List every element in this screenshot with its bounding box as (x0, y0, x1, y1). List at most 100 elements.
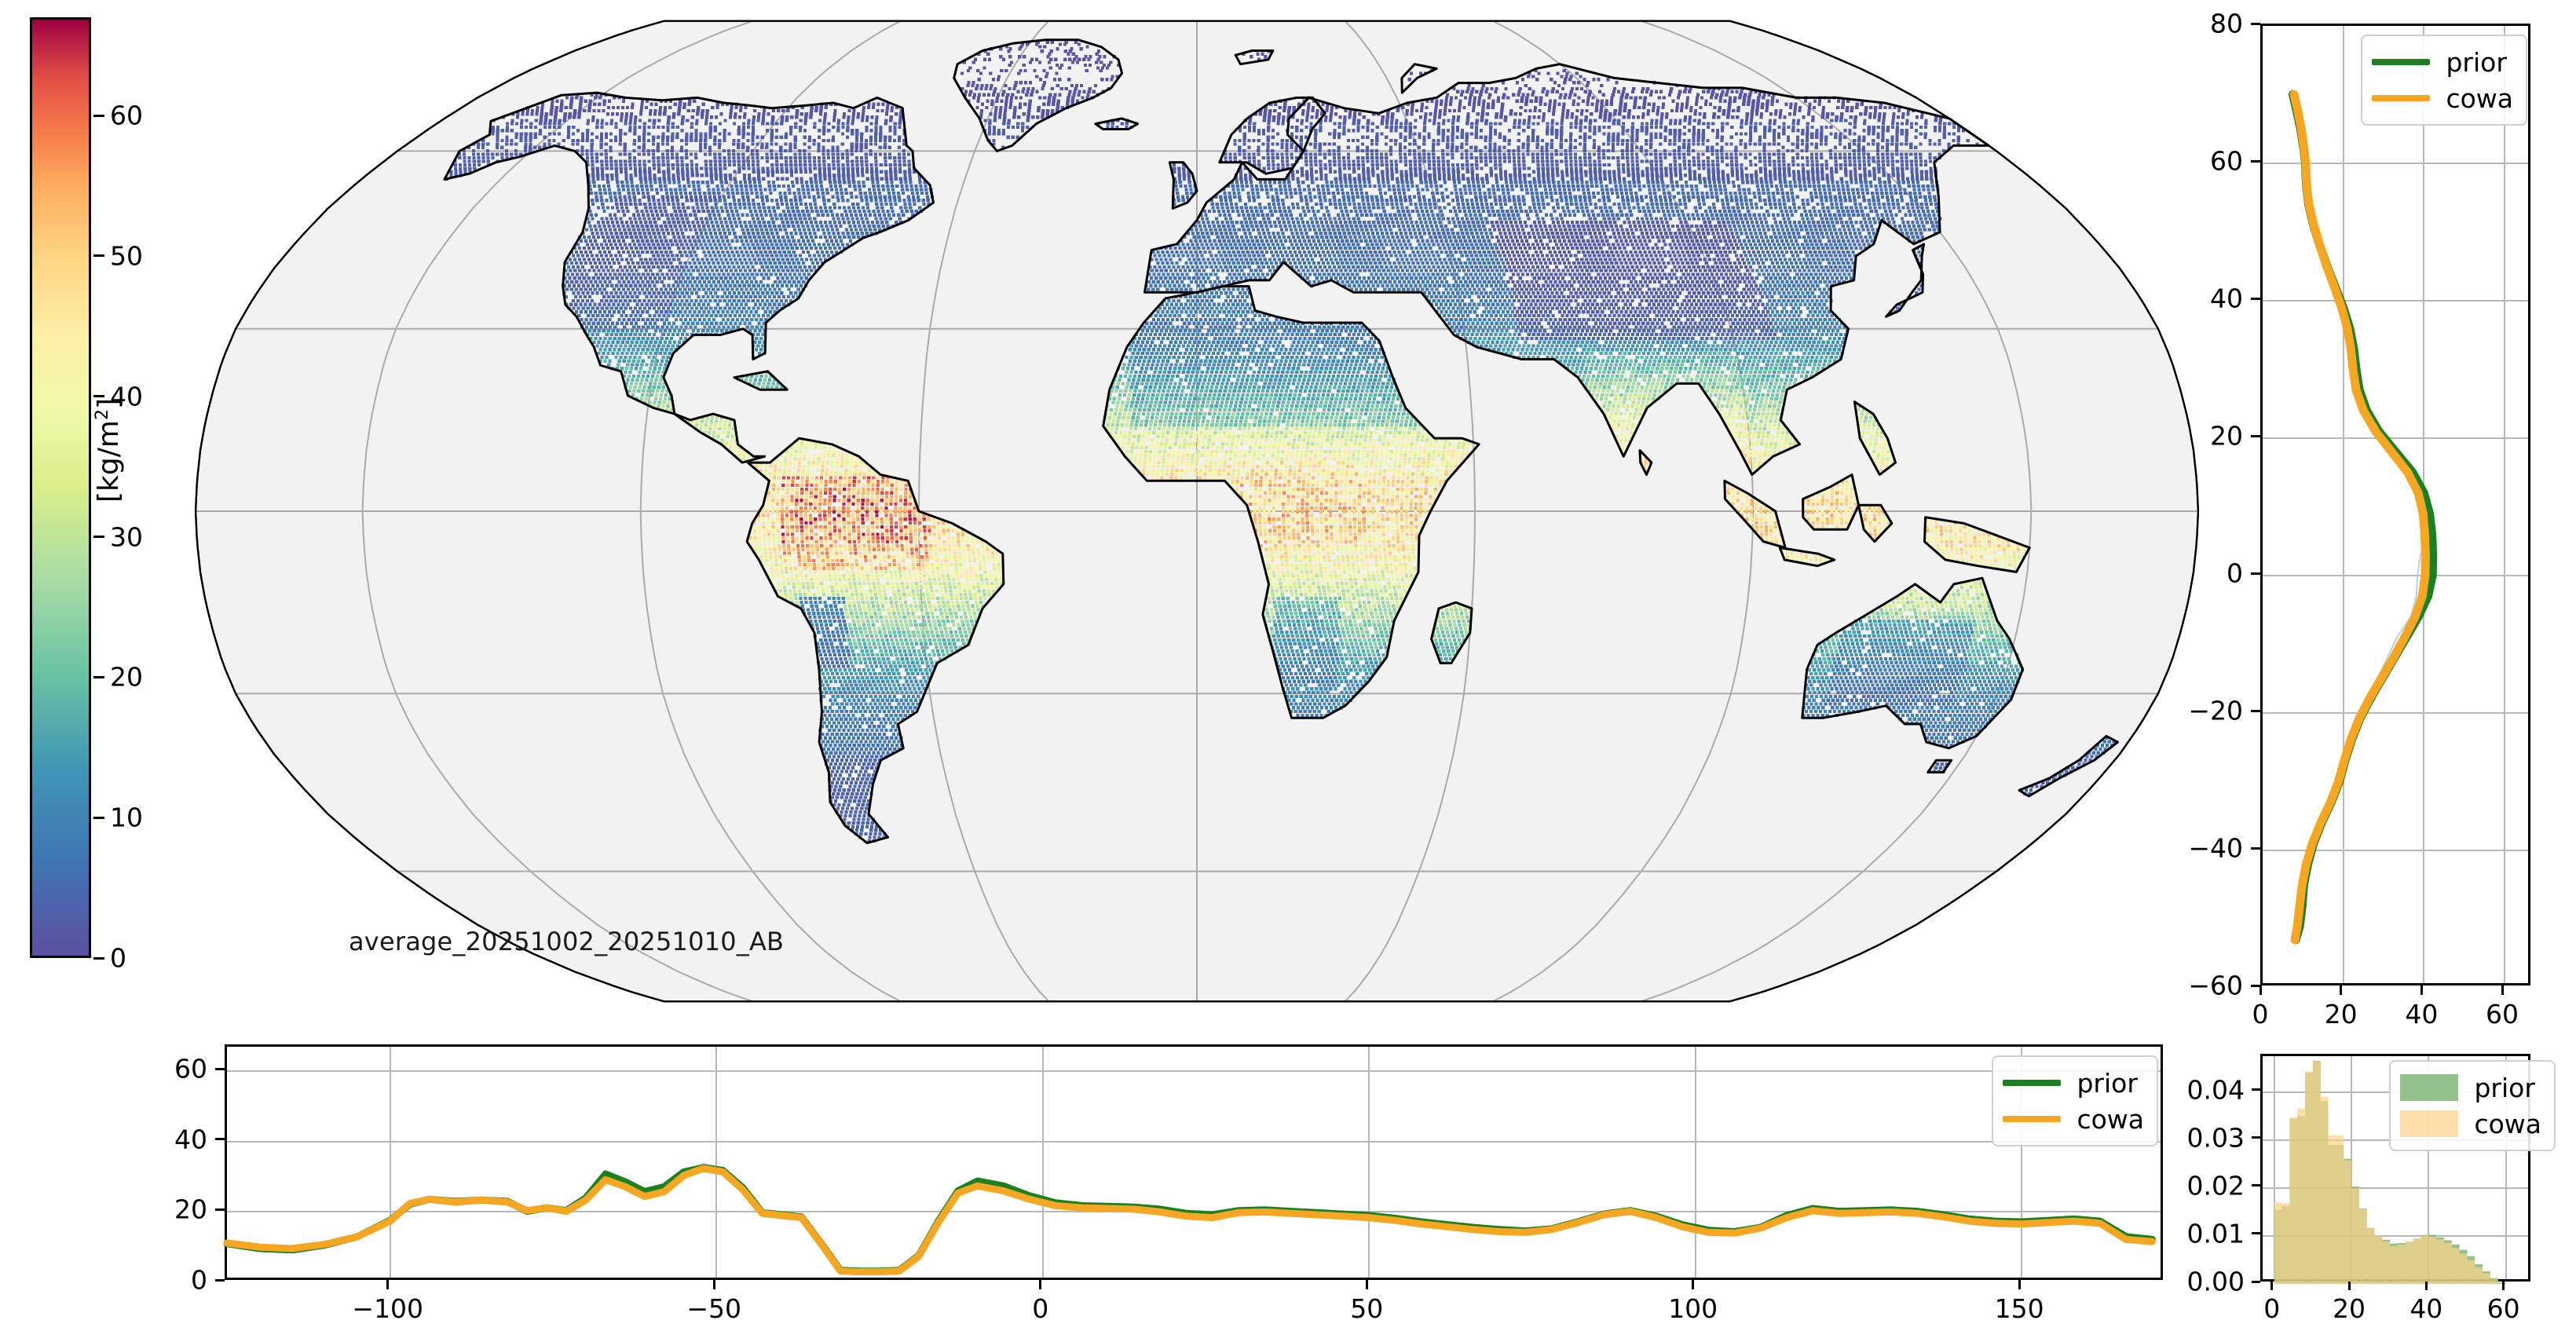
x-tick (1692, 1280, 1695, 1289)
x-tick (1039, 1280, 1042, 1289)
meridional-panel: 0 20 40 60 −60 −40 −20 0 20 40 60 80 prior cowa (2188, 11, 2576, 1027)
y-tick-label: 40 (2210, 286, 2243, 312)
x-tick (2018, 1280, 2021, 1289)
y-tick-label: 0.01 (2187, 1220, 2245, 1246)
meridional-mean-profile-curves (2289, 90, 2438, 945)
legend-row: prior (2400, 1070, 2541, 1106)
world-map[interactable] (192, 3, 2202, 1010)
y-tick (2251, 22, 2260, 25)
legend-label: prior (2077, 1070, 2137, 1096)
legend-color-swatch (2400, 1074, 2459, 1101)
colorbar-tick (93, 956, 104, 960)
legend-line-swatch (2372, 59, 2431, 65)
y-tick-label: −60 (2188, 973, 2243, 999)
y-tick-label: 0 (2227, 561, 2243, 587)
x-tick-label: 100 (1668, 1296, 1718, 1322)
meridional-axes[interactable] (2260, 24, 2530, 985)
zonal-panel: −100 −50 0 50 100 150 0 20 40 60 prior cowa (174, 1044, 2196, 1331)
y-tick (2251, 709, 2260, 712)
histogram-bars (2274, 1061, 2506, 1284)
y-tick (215, 1138, 225, 1141)
histogram-legend: prior cowa (2389, 1060, 2556, 1151)
legend-line-swatch (2003, 1080, 2062, 1086)
gridline-vertical (2273, 1056, 2275, 1279)
y-tick-label: 0.02 (2187, 1172, 2245, 1198)
x-tick (2270, 1282, 2274, 1290)
y-tick (2251, 434, 2260, 437)
x-tick-label: 0 (2252, 1001, 2269, 1027)
legend-label: prior (2446, 49, 2506, 75)
y-tick (215, 1208, 225, 1211)
colorbar-axis-label-tail: ] (93, 398, 125, 409)
x-tick-label: 20 (2325, 1001, 2358, 1027)
gridline-vertical (1041, 1047, 1044, 1278)
gridline-horizontal (2263, 300, 2528, 302)
x-tick-label: −50 (686, 1296, 741, 1322)
colorbar-tick-label: 50 (110, 243, 143, 269)
x-tick-label: 40 (2405, 1001, 2438, 1027)
colorbar-panel: 0 10 20 30 40 50 60 [kg/m2] (0, 0, 188, 1005)
x-tick (2259, 985, 2262, 995)
zonal-axes[interactable] (223, 1044, 2163, 1280)
y-tick-label: 40 (174, 1126, 207, 1152)
y-tick (215, 1067, 225, 1070)
colorbar-axis-label-main: [kg/m (93, 420, 125, 503)
legend-line-swatch (2372, 95, 2431, 101)
y-tick (2251, 572, 2260, 575)
x-tick (386, 1280, 390, 1289)
colorbar-tick (93, 395, 104, 398)
colorbar-tick (93, 254, 104, 258)
legend-label: prior (2474, 1075, 2534, 1101)
x-tick (1365, 1280, 1368, 1289)
y-tick-label: 80 (2210, 11, 2243, 37)
legend-label: cowa (2446, 86, 2513, 112)
gridline-horizontal (227, 1070, 2161, 1073)
legend-label: cowa (2077, 1106, 2144, 1132)
x-tick-label: 20 (2333, 1296, 2366, 1322)
gridline-horizontal (2263, 850, 2528, 851)
map-panel[interactable]: average_20251002_20251010_AB (192, 3, 2202, 1010)
y-tick (2251, 159, 2260, 163)
legend-row: prior (2372, 44, 2513, 80)
x-tick-label: 50 (1350, 1296, 1383, 1322)
y-tick (2251, 297, 2260, 300)
gridline-vertical (2504, 26, 2506, 983)
gridline-vertical (1694, 1047, 1696, 1278)
y-tick (2252, 1184, 2260, 1187)
gridline-horizontal (2263, 1187, 2528, 1189)
colorbar-tick-label: 30 (110, 524, 143, 550)
legend-row: cowa (2400, 1106, 2541, 1142)
legend-color-swatch (2400, 1110, 2459, 1137)
y-tick-label: 0.00 (2187, 1269, 2245, 1295)
y-tick-label: 60 (174, 1056, 207, 1082)
y-tick (2252, 1088, 2260, 1091)
colorbar-tick-label: 0 (110, 945, 126, 971)
legend-label: cowa (2474, 1111, 2541, 1137)
colorbar-axis-label: [kg/m2] (93, 398, 125, 503)
gridline-vertical (2351, 1056, 2353, 1279)
x-tick (2347, 1282, 2351, 1290)
y-tick-label: 0 (191, 1267, 207, 1293)
x-tick-label: 0 (1032, 1296, 1048, 1322)
gridline-horizontal (227, 1140, 2161, 1143)
legend-row: cowa (2372, 80, 2513, 116)
x-tick (2502, 1282, 2505, 1290)
gridline-vertical (2505, 1056, 2507, 1279)
x-tick (2420, 985, 2423, 995)
y-tick-label: −40 (2188, 836, 2243, 861)
legend-line-swatch (2003, 1116, 2062, 1122)
x-tick-label: −100 (352, 1296, 423, 1322)
x-tick (712, 1280, 715, 1289)
gridline-vertical (1368, 1047, 1370, 1278)
gridline-horizontal (2263, 575, 2528, 576)
colorbar-tick-label: 40 (110, 383, 143, 409)
x-tick-label: 0 (2263, 1296, 2280, 1322)
x-tick (2424, 1282, 2428, 1290)
zonal-mean-profile-curves (223, 1162, 2156, 1276)
y-tick-label: 0.04 (2187, 1077, 2245, 1102)
gridline-horizontal (2263, 1234, 2528, 1237)
gridline-vertical (2342, 26, 2344, 983)
colorbar-tick-label: 10 (110, 805, 143, 831)
gridline-horizontal (2263, 163, 2528, 164)
gridline-vertical (389, 1047, 391, 1278)
